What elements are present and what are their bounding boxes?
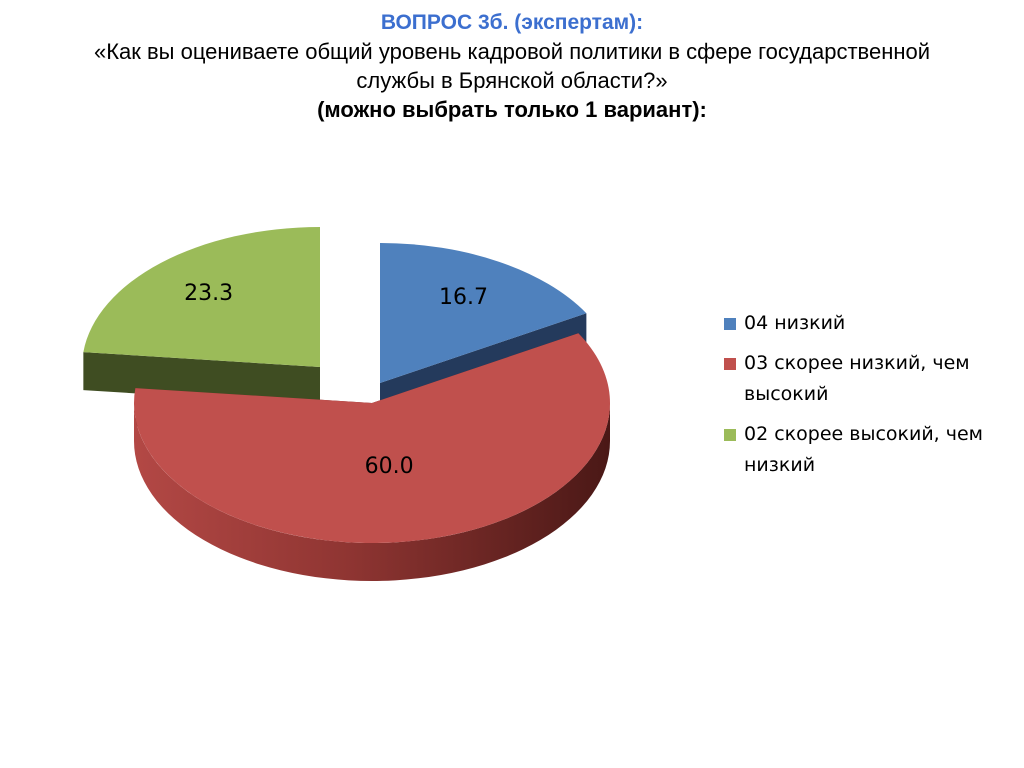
- legend-label-rather-low: 03 скорее низкий, чем высокий: [744, 352, 970, 405]
- legend-swatch-low: [724, 318, 736, 330]
- chart-title: ВОПРОС 3б. (экспертам): «Как вы оценивае…: [0, 8, 1024, 124]
- chart-legend: 04 низкий 03 скорее низкий, чем высокий …: [722, 308, 1022, 490]
- legend-item-rather-high: 02 скорее высокий, чем низкий: [722, 419, 1022, 481]
- question-number: ВОПРОС 3б. (экспертам):: [380, 11, 644, 34]
- question-text-line1: «Как вы оцениваете общий уровень кадрово…: [93, 39, 931, 64]
- legend-label-rather-high: 02 скорее высокий, чем низкий: [744, 423, 984, 476]
- question-instruction: (можно выбрать только 1 вариант):: [317, 97, 707, 122]
- slice-rather-low-top: [133, 333, 610, 543]
- data-label-rather-high: 23.3: [184, 281, 233, 306]
- slice-rather-low-side-0: [134, 403, 610, 581]
- slice-rather-high-top: [83, 227, 320, 367]
- data-label-low: 16.7: [439, 285, 488, 310]
- data-label-rather-low: 60.0: [365, 454, 414, 479]
- legend-swatch-rather-high: [724, 429, 736, 441]
- slice-low-top: [380, 243, 587, 383]
- legend-item-rather-low: 03 скорее низкий, чем высокий: [722, 348, 1022, 410]
- slice-rather-high: [83, 227, 320, 405]
- slice-rather-low: [133, 333, 610, 581]
- legend-swatch-rather-low: [724, 358, 736, 370]
- question-text-line2: службы в Брянской области?»: [356, 68, 668, 93]
- legend-item-low: 04 низкий: [722, 308, 1022, 339]
- legend-label-low: 04 низкий: [744, 312, 846, 334]
